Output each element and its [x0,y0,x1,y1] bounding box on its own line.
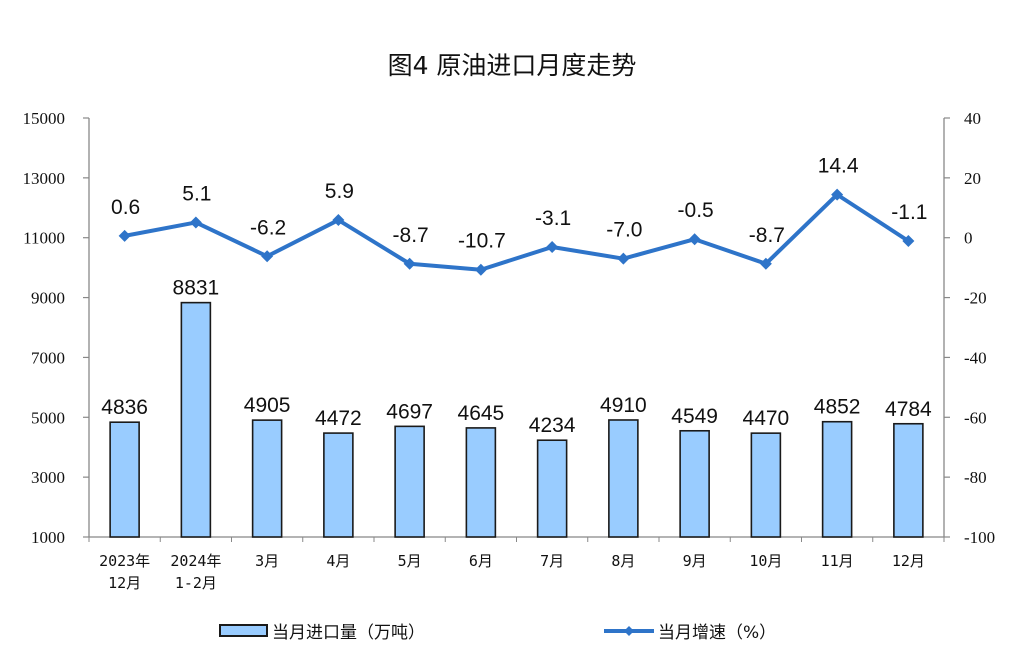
line-value-label: 0.6 [111,196,140,219]
category-labels: 2023年 12月 2024年 1-2月 3月 4月 5月 6月 7月 8月 9月 10月 11月 12月 [99,552,925,592]
left-tick-label: 15000 [23,109,66,128]
bar-value-label: 4234 [529,414,576,437]
category-label: 3月 [255,552,279,570]
line-value-label: -8.7 [393,224,429,247]
legend-line-label: 当月增速（%） [658,623,776,643]
diamond-marker-icon [118,229,131,242]
line-value-label: -1.1 [891,201,927,224]
category-label: 6月 [469,552,493,570]
category-label: 11月 [821,552,854,570]
bar-value-labels: 4836 8831 4905 4472 4697 4645 4234 4910 4549 4470… [101,277,932,438]
legend: 当月进口量（万吨） 当月增速（%） [219,623,776,643]
diamond-marker-icon [688,233,701,246]
bar [893,422,924,538]
diamond-marker-icon [902,235,915,248]
bar [679,429,710,538]
diamond-marker-icon [332,214,345,227]
left-tick-label: 9000 [31,289,65,308]
bar-value-label: 4549 [671,405,718,428]
left-tick-label: 5000 [31,408,65,427]
bar-value-label: 4470 [743,407,790,430]
right-tick-label: -20 [964,289,987,308]
right-tick-label: -60 [964,408,987,427]
left-tick-label: 11000 [23,229,65,248]
left-tick-label: 13000 [23,169,66,188]
growth-line [124,192,910,272]
line-value-label: 5.1 [182,182,211,205]
diamond-marker-icon [474,263,487,276]
diamond-marker-icon [189,216,202,229]
bar [251,419,283,538]
diamond-marker-icon [261,250,274,263]
category-label: 4月 [326,552,350,570]
line-value-label: -3.1 [535,207,571,230]
line-value-label: 14.4 [818,155,859,178]
bar-value-label: 4852 [814,396,861,419]
bar-series [109,301,924,538]
diamond-marker-icon [403,257,416,270]
diamond-marker-icon [759,257,772,270]
diamond-marker-icon [831,188,844,201]
left-tick-label: 3000 [31,468,65,487]
line-value-label: -6.2 [250,216,286,239]
line-value-label: 5.9 [325,180,354,203]
diamond-marker-icon [546,240,559,253]
line-value-label: -10.7 [458,230,506,253]
chart-title: 图4 原油进口月度走势 [388,51,637,80]
line-value-labels: 0.6 5.1 -6.2 5.9 -8.7 -10.7 -3.1 -7.0 -0.5 -8.7 14… [111,155,927,253]
line-value-label: -7.0 [606,219,642,242]
bar-value-label: 4697 [386,400,433,423]
legend-diamond-marker-icon [624,626,634,636]
bar [109,421,140,538]
category-label: 2023年 [99,552,150,570]
bar-value-label: 4472 [315,407,362,430]
right-tick-label: 20 [964,169,981,188]
category-label: 1-2月 [175,574,217,592]
bar-value-label: 8831 [173,277,220,300]
category-label: 10月 [749,552,782,570]
right-tick-label: 0 [964,229,973,248]
bar [180,301,212,538]
bar [536,439,568,538]
bar-value-label: 4784 [885,398,932,421]
bar-value-label: 4905 [244,394,291,417]
right-tick-label: -100 [964,528,995,547]
line-value-label: -0.5 [678,199,714,222]
category-label: 5月 [398,552,422,570]
line-value-label: -8.7 [749,224,785,247]
right-tick-label: -40 [964,348,987,367]
bar [394,425,425,538]
category-label: 12月 [892,552,925,570]
legend-bar-label: 当月进口量（万吨） [272,623,425,643]
bar-value-label: 4910 [600,394,647,417]
bar-value-label: 4836 [101,396,148,419]
axes: 15000 13000 11000 9000 7000 5000 3000 1000 40 20 0… [23,109,996,547]
bar [323,432,354,538]
bar [608,419,639,538]
right-tick-label: 40 [964,109,981,128]
category-label: 8月 [611,552,635,570]
bar [821,420,853,538]
category-label: 2024年 [170,552,221,570]
left-tick-label: 1000 [31,528,65,547]
category-label: 12月 [108,574,141,592]
category-label: 7月 [540,552,564,570]
category-label: 9月 [683,552,707,570]
line-series [118,188,915,276]
diamond-marker-icon [617,252,630,265]
right-tick-label: -80 [964,468,987,487]
left-tick-label: 7000 [31,348,65,367]
bar-value-label: 4645 [458,402,505,425]
legend-bar-swatch [219,624,268,637]
bar [465,427,497,538]
bar [750,432,782,538]
